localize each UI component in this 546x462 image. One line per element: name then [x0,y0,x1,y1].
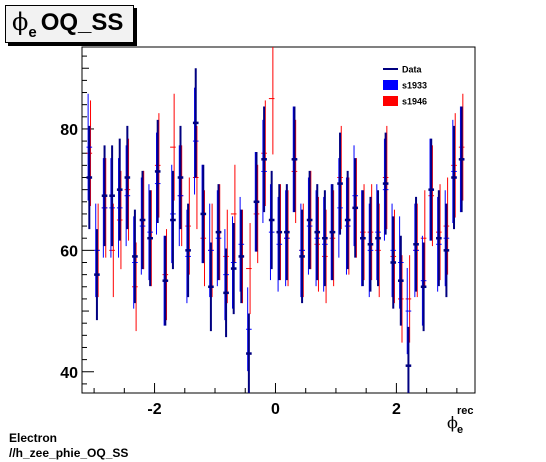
legend-entry-s1933: s1933 [383,80,427,91]
data-point [276,184,283,281]
legend-swatch [383,96,398,106]
s1933-point [405,267,412,355]
data-point [147,190,153,287]
y-tick-label: 60 [60,243,78,260]
data-point [299,209,305,304]
data-point [238,209,245,304]
data-point [458,106,465,213]
x-tick-label: -2 [147,401,161,418]
data-point [405,326,412,393]
data-point [230,223,237,315]
plot-frame [81,46,476,394]
legend-entry-data: Data [383,65,423,75]
data-point [451,125,457,230]
data-point [94,229,100,321]
data-point [185,203,191,298]
data-point [284,184,290,281]
x-tick-label: 2 [392,401,401,418]
data-point [177,125,184,230]
data-point [139,170,146,270]
data-point [200,164,207,264]
data-point [215,184,222,281]
legend-label: Data [402,65,423,75]
series-s1946 [86,47,465,343]
data-point [162,235,169,326]
data-point [360,190,366,287]
data-point [116,138,123,241]
data-point [132,209,138,304]
data-point [375,190,381,287]
title-phi-symbol: ϕ [12,8,29,36]
data-point [344,170,351,270]
footer-line-histogram-path: //h_zee_phie_OQ_SS [9,446,129,460]
x-tick-label: 0 [271,401,280,418]
y-tick-label: 40 [60,365,78,382]
data-point [329,184,336,281]
s1946-point [109,203,115,298]
data-point [109,145,115,247]
series-data [86,68,465,393]
x-axis-label-superscript: rec [457,405,474,417]
legend: Data s1933 s1946 [383,65,427,107]
x-axis-label-subscript: e [457,424,463,436]
data-point [382,132,389,235]
data-point [443,203,450,298]
s1946-point [405,255,412,343]
data-point [337,132,343,235]
data-point [154,119,161,224]
data-point [436,190,442,287]
data-point [367,196,374,292]
data-point [223,248,229,338]
data-point [261,106,267,213]
data-point [124,125,131,230]
axis-ticks [82,55,458,393]
data-point [314,184,321,281]
data-point [420,242,427,332]
legend-label: s1933 [402,81,427,91]
x-axis-label-symbol: ϕ [447,413,458,432]
y-tick-label: 80 [60,122,78,139]
data-point [268,170,275,270]
data-point [306,170,313,270]
s1946-point [420,190,427,287]
data-point [101,145,108,247]
s1946-point [230,164,237,264]
histogram-title-box: ϕe OQ_SS [5,5,134,43]
data-point [246,313,252,393]
title-name: OQ_SS [40,9,124,36]
data-point [291,106,298,213]
data-point [322,190,328,287]
data-point [352,158,359,258]
data-point [428,138,435,241]
data-point [170,170,176,270]
data-point [398,235,404,326]
s1946-point [246,223,252,315]
histogram-title: ϕe OQ_SS [12,8,123,41]
data-point [413,196,419,292]
data-point [192,68,199,178]
s1946-point [170,93,176,201]
data-point [390,216,397,309]
data-point [208,242,214,332]
footer-caption: Electron //h_zee_phie_OQ_SS [9,431,128,461]
legend-swatch [383,80,398,90]
footer-line-electron: Electron [9,431,58,445]
title-subscript: e [28,24,37,41]
s1946-point [268,47,275,155]
data-point [253,152,260,252]
tick-labels: -2 0 2 40 60 80 [60,122,401,418]
data-point [86,125,93,230]
legend-entry-s1946: s1946 [383,96,427,107]
legend-label: s1946 [402,97,427,107]
